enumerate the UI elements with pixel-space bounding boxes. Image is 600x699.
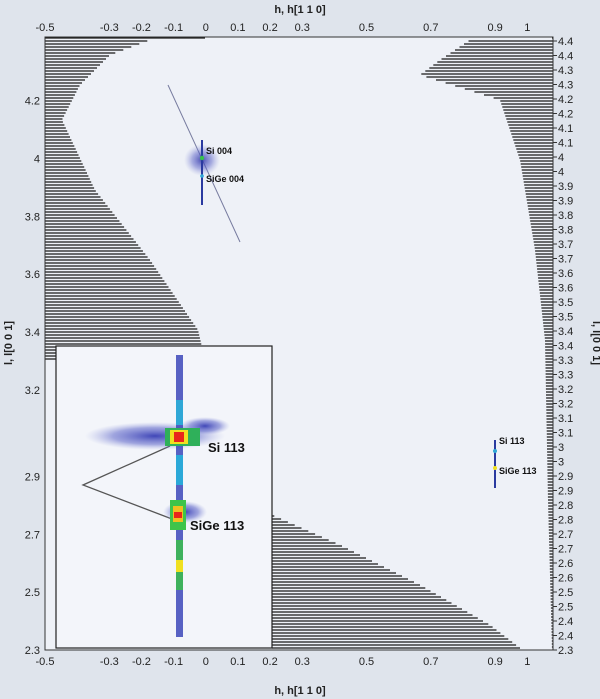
x-tick-top-1: -0.3: [100, 22, 119, 34]
peak-si004: [184, 140, 220, 205]
x-tick-top-3: -0.1: [164, 22, 183, 34]
y-tick-right-37: 4.2: [558, 109, 573, 121]
x-tick-top-10: 0.9: [487, 22, 502, 34]
y-tick-labels-right: 2.3 2.4 2.4 2.5 2.5 2.6 2.6 2.7 2.7 2.8 2.8 2.9 2.9 3…: [553, 36, 573, 657]
peak-label-si113: Si 113: [499, 436, 525, 446]
y-tick-left-8: 4: [34, 153, 40, 165]
y-axis-title-right: l, l[0 0 1]: [590, 321, 600, 365]
y-tick-right-41: 4.4: [558, 51, 573, 63]
y-tick-left-9: 4.2: [25, 96, 40, 108]
peak-si113: [493, 440, 497, 488]
y-tick-right-1: 2.4: [558, 631, 573, 643]
y-tick-right-20: 3.3: [558, 355, 573, 367]
x-tick-bottom-1: -0.3: [100, 656, 119, 668]
y-tick-left-4: 3.2: [25, 385, 40, 397]
y-tick-left-5: 3.4: [25, 327, 40, 339]
x-tick-bottom-9: 0.7: [423, 656, 438, 668]
y-tick-right-3: 2.5: [558, 602, 573, 614]
y-tick-right-8: 2.7: [558, 529, 573, 541]
peak-label-sige113: SiGe 113: [499, 466, 537, 476]
inset-zoom: Si 113 SiGe 113: [55, 345, 273, 649]
x-tick-bottom-4: 0: [203, 656, 209, 668]
y-tick-right-40: 4.3: [558, 65, 573, 77]
y-tick-right-18: 3.2: [558, 384, 573, 396]
y-tick-right-33: 4: [558, 167, 564, 179]
y-tick-right-35: 4.1: [558, 138, 573, 150]
y-tick-right-4: 2.5: [558, 587, 573, 599]
y-tick-right-28: 3.7: [558, 239, 573, 251]
y-tick-right-2: 2.4: [558, 616, 573, 628]
y-tick-right-27: 3.7: [558, 254, 573, 266]
y-tick-right-30: 3.8: [558, 210, 573, 222]
x-tick-top-8: 0.5: [359, 22, 374, 34]
x-tick-bottom-5: 0.1: [230, 656, 245, 668]
y-tick-left-1: 2.5: [25, 587, 40, 599]
x-tick-bottom-3: -0.1: [164, 656, 183, 668]
peak-label-sige004: SiGe 004: [206, 174, 244, 184]
y-tick-right-17: 3.2: [558, 399, 573, 411]
y-tick-right-6: 2.6: [558, 558, 573, 570]
y-tick-right-11: 2.9: [558, 486, 573, 498]
y-tick-right-42: 4.4: [558, 36, 573, 48]
x-tick-bottom-8: 0.5: [359, 656, 374, 668]
inset-pointer: [81, 445, 173, 520]
x-tick-top-11: 1: [524, 22, 530, 34]
x-tick-bottom-11: 1: [524, 656, 530, 668]
y-tick-right-7: 2.7: [558, 544, 573, 556]
y-tick-labels-left: 2.3 2.5 2.7 2.9 3.2 3.4 3.6 3.8 4 4.2: [25, 96, 40, 657]
x-tick-bottom-7: 0.3: [295, 656, 310, 668]
y-tick-right-36: 4.1: [558, 123, 573, 135]
y-tick-left-6: 3.6: [25, 269, 40, 281]
y-tick-left-3: 2.9: [25, 472, 40, 484]
y-tick-right-23: 3.5: [558, 312, 573, 324]
y-tick-right-19: 3.3: [558, 370, 573, 382]
x-tick-bottom-0: -0.5: [36, 656, 55, 668]
y-tick-right-10: 2.8: [558, 500, 573, 512]
x-tick-top-0: -0.5: [36, 22, 55, 34]
x-tick-top-7: 0.3: [295, 22, 310, 34]
y-tick-right-26: 3.6: [558, 268, 573, 280]
x-tick-top-6: 0.2: [262, 22, 277, 34]
y-tick-right-34: 4: [558, 152, 564, 164]
y-tick-right-39: 4.3: [558, 80, 573, 92]
x-tick-top-5: 0.1: [230, 22, 245, 34]
x-tick-top-9: 0.7: [423, 22, 438, 34]
y-tick-right-31: 3.9: [558, 196, 573, 208]
y-tick-right-9: 2.8: [558, 515, 573, 527]
y-tick-left-7: 3.8: [25, 211, 40, 223]
y-tick-left-2: 2.7: [25, 529, 40, 541]
x-tick-top-4: 0: [203, 22, 209, 34]
x-tick-labels-top: -0.5 -0.3 -0.2 -0.1 0 0.1 0.2 0.3 0.5 0.7 0.9 1: [36, 22, 531, 34]
y-tick-right-12: 2.9: [558, 471, 573, 483]
y-tick-left-0: 2.3: [25, 645, 40, 657]
y-axis-title-left: l, l[0 0 1]: [3, 321, 15, 365]
y-tick-right-5: 2.6: [558, 573, 573, 585]
y-tick-right-21: 3.4: [558, 341, 573, 353]
unreachable-region-left: [45, 37, 205, 360]
y-tick-right-16: 3.1: [558, 413, 573, 425]
x-tick-top-2: -0.2: [132, 22, 151, 34]
x-axis-title-bottom: h, h[1 1 0]: [274, 685, 326, 697]
x-tick-bottom-10: 0.9: [487, 656, 502, 668]
y-tick-right-32: 3.9: [558, 181, 573, 193]
x-axis-title-top: h, h[1 1 0]: [274, 4, 326, 16]
x-tick-bottom-2: -0.2: [132, 656, 151, 668]
inset-label-sige113: SiGe 113: [190, 518, 244, 533]
x-tick-labels-bottom: -0.5 -0.3 -0.2 -0.1 0 0.1 0.2 0.3 0.5 0.7 0.9 1: [36, 656, 531, 668]
inset-label-si113: Si 113: [208, 440, 245, 455]
y-tick-right-0: 2.3: [558, 645, 573, 657]
y-tick-right-15: 3.1: [558, 428, 573, 440]
unreachable-region-bottom: [272, 515, 520, 649]
y-tick-right-24: 3.5: [558, 297, 573, 309]
x-tick-bottom-6: 0.2: [262, 656, 277, 668]
plot-frame: [44, 36, 554, 651]
y-tick-right-14: 3: [558, 442, 564, 454]
peak-label-si004: Si 004: [206, 146, 232, 156]
y-tick-right-13: 3: [558, 457, 564, 469]
y-tick-right-25: 3.6: [558, 283, 573, 295]
y-tick-right-38: 4.2: [558, 94, 573, 106]
y-tick-right-29: 3.8: [558, 225, 573, 237]
y-tick-right-22: 3.4: [558, 326, 573, 338]
